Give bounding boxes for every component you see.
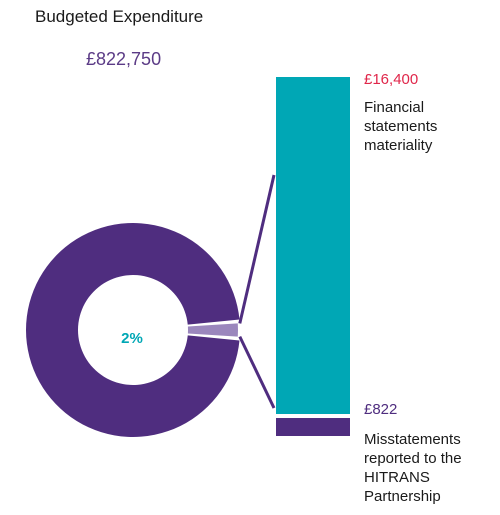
bar-segment-misstatements — [276, 418, 350, 436]
donut-slice-main — [25, 223, 240, 437]
donut-slice-small — [187, 323, 238, 337]
chart-title: Budgeted Expenditure — [35, 7, 204, 26]
total-expenditure-value: £822,750 — [86, 49, 162, 69]
bar-segment-materiality — [276, 77, 350, 415]
materiality-value-label: £16,400 — [364, 71, 419, 88]
materiality-description-label: Financial statements materiality — [364, 99, 438, 154]
donut-center-label: 2% — [121, 330, 143, 347]
connector-line-bottom — [238, 335, 276, 409]
misstatements-value-label: £822 — [364, 401, 398, 418]
connector-line-top — [238, 174, 276, 324]
misstatements-description-label: Misstatements reported to the HITRANS Pa… — [364, 431, 462, 505]
